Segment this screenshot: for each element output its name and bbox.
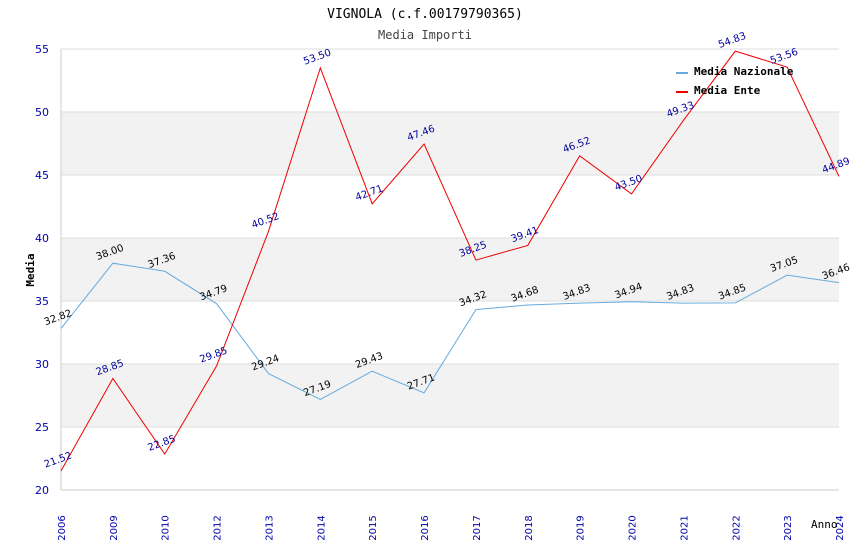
grid-band xyxy=(61,238,839,301)
x-tick-label: 2017 xyxy=(472,515,483,540)
y-tick-label: 30 xyxy=(35,358,49,371)
data-label: 53.56 xyxy=(769,47,800,67)
data-label: 42.71 xyxy=(354,183,385,203)
data-label: 32.82 xyxy=(43,308,74,328)
x-tick-label: 2010 xyxy=(161,515,172,540)
x-tick-label: 2013 xyxy=(264,515,275,540)
x-tick-label: 2019 xyxy=(576,515,587,540)
series-line-media-nazionale xyxy=(60,262,840,400)
x-tick-label: 2016 xyxy=(420,515,431,540)
data-label: 21.52 xyxy=(43,450,74,470)
data-label: 53.50 xyxy=(302,47,333,67)
y-tick-label: 35 xyxy=(35,295,49,308)
chart-subtitle: Media Importi xyxy=(378,28,472,42)
data-label: 40.52 xyxy=(250,211,281,231)
y-tick-label: 25 xyxy=(35,421,49,434)
data-label: 54.83 xyxy=(717,31,748,51)
x-tick-label: 2009 xyxy=(109,515,120,540)
x-tick-label: 2012 xyxy=(213,515,224,540)
legend-label-media-nazionale: Media Nazionale xyxy=(694,65,794,78)
legend-label-media-ente: Media Ente xyxy=(694,84,761,97)
x-tick-label: 2022 xyxy=(731,515,742,540)
legend: Media Nazionale Media Ente xyxy=(676,65,794,97)
y-tick-label: 45 xyxy=(35,169,49,182)
x-tick-label: 2006 xyxy=(57,515,68,540)
x-tick-label: 2014 xyxy=(316,515,327,540)
chart-title: VIGNOLA (c.f.00179790365) xyxy=(327,7,523,22)
x-tick-label: 2021 xyxy=(679,515,690,540)
y-tick-label: 20 xyxy=(35,484,49,497)
grid-band xyxy=(61,112,839,175)
x-tick-label: 2023 xyxy=(783,515,794,540)
x-tick-label: 2015 xyxy=(368,515,379,540)
y-axis-label: Media xyxy=(24,253,37,286)
data-label: 29.85 xyxy=(198,345,229,365)
data-label: 43.50 xyxy=(613,173,644,193)
x-tick-label: 2020 xyxy=(628,515,639,540)
y-tick-label: 40 xyxy=(35,232,49,245)
x-tick-label: 2018 xyxy=(524,515,535,540)
y-tick-label: 55 xyxy=(35,43,49,56)
grid-band xyxy=(61,364,839,427)
x-tick-label: 2024 xyxy=(835,515,846,540)
series-line-media-ente xyxy=(60,50,840,472)
y-tick-label: 50 xyxy=(35,106,49,119)
x-axis-label: Anno xyxy=(811,518,838,531)
